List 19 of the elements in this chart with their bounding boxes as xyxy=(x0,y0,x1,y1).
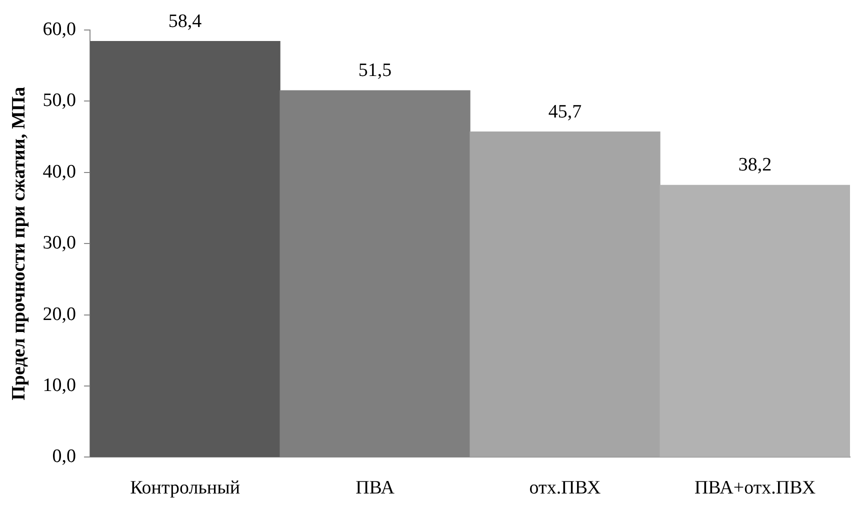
bar xyxy=(470,131,660,458)
bar xyxy=(90,41,280,458)
data-label: 38,2 xyxy=(738,154,772,176)
x-tick-label: ПВА+отх.ПВХ xyxy=(694,478,816,499)
data-label: 45,7 xyxy=(548,101,582,122)
y-tick-label: 10,0 xyxy=(42,374,76,396)
data-label: 58,4 xyxy=(168,10,202,32)
y-tick-label: 0,0 xyxy=(52,446,76,468)
x-tick-label: Контрольный xyxy=(130,478,240,499)
y-tick-label: 40,0 xyxy=(42,161,76,182)
y-tick-label: 50,0 xyxy=(42,90,76,112)
bar xyxy=(660,184,850,458)
x-tick-label: ПВА xyxy=(356,478,395,499)
y-tick-label: 60,0 xyxy=(42,18,76,40)
y-tick-label: 30,0 xyxy=(42,232,76,254)
y-tick-label: 20,0 xyxy=(42,304,76,325)
data-label: 51,5 xyxy=(358,60,392,82)
y-axis-title: Предел прочности при сжатии, МПа xyxy=(8,86,30,400)
x-tick-label: отх.ПВХ xyxy=(529,478,602,499)
